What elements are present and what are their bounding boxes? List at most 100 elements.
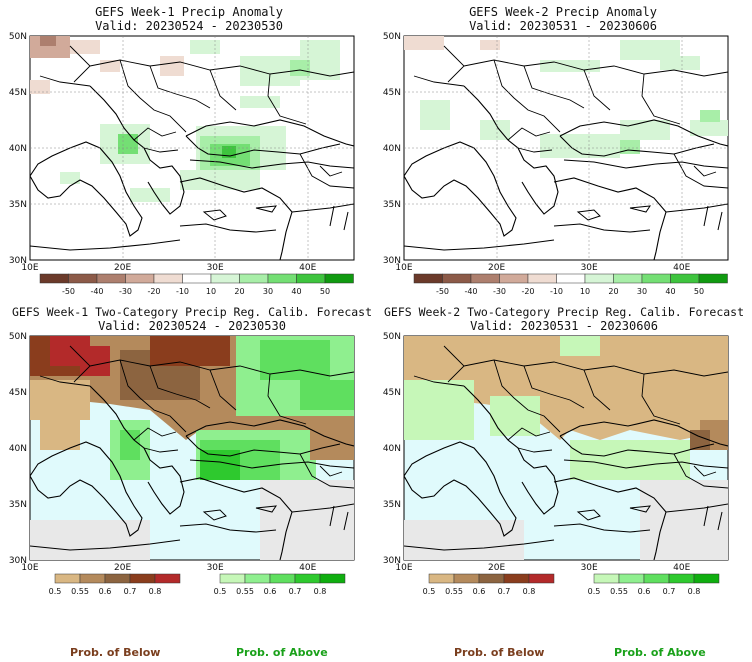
panel4-subtitle: Valid: 20230531 - 20230606 [470, 319, 658, 333]
anomaly-colorbar-label: -30 [493, 287, 506, 296]
anomaly-colorbar-swatch [413, 273, 443, 284]
above-colorbar-swatch [219, 573, 246, 584]
panel1-map [29, 35, 355, 261]
anomaly-colorbar-swatch [153, 273, 183, 284]
anomaly-colorbar-label: -50 [62, 287, 75, 296]
lat-label: 40N [383, 144, 401, 154]
anomaly-colorbar-swatch [470, 273, 500, 284]
anomaly-colorbar-swatch [296, 273, 326, 284]
above-colorbar-label: 0.55 [236, 587, 254, 596]
below-colorbar-right-label: 0.6 [473, 587, 486, 596]
anomaly-colorbar-swatch [499, 273, 529, 284]
lat-label: 45N [383, 88, 401, 98]
lon-label: 20E [488, 563, 505, 573]
above-colorbar-swatch [294, 573, 321, 584]
panel2-map [403, 35, 729, 261]
panel1-title: GEFS Week-1 Precip Anomaly [95, 5, 283, 19]
panel3-title: GEFS Week-1 Two-Category Precip Reg. Cal… [11, 305, 373, 319]
above-colorbar-label: 0.8 [314, 587, 327, 596]
above-colorbar-swatch [269, 573, 296, 584]
anomaly-colorbar-swatch [267, 273, 297, 284]
lon-label: 30E [207, 263, 224, 273]
prob-below-left: Prob. of Below [70, 646, 161, 659]
below-colorbar-label: 0.7 [124, 587, 137, 596]
lon-label: 40E [673, 263, 690, 273]
lon-label: 20E [114, 563, 131, 573]
lon-label: 30E [207, 563, 224, 573]
panel4-title: GEFS Week-2 Two-Category Precip Reg. Cal… [383, 305, 745, 319]
lat-label: 40N [9, 444, 27, 454]
lat-label: 30N [383, 556, 401, 566]
colorbars: -50 -40 -30 -20 -10 10 20 30 40 50 -50 -40 -30 -20 -10… [39, 273, 728, 596]
lat-label: 45N [9, 388, 27, 398]
below-colorbar-right-swatch [478, 573, 505, 584]
anomaly-colorbar-label: -20 [521, 287, 534, 296]
below-colorbar-label: 0.5 [49, 587, 62, 596]
anomaly-colorbar-label: 40 [291, 287, 301, 296]
lon-label: 40E [673, 563, 690, 573]
below-colorbar-swatch [129, 573, 156, 584]
anomaly-colorbar-label: -20 [147, 287, 160, 296]
anomaly-colorbar-swatch [96, 273, 126, 284]
anomaly-colorbar-label: -10 [550, 287, 563, 296]
above-colorbar-right-label: 0.7 [663, 587, 676, 596]
above-colorbar-right-label: 0.5 [588, 587, 601, 596]
lat-label: 30N [9, 256, 27, 266]
anomaly-colorbar-label: 30 [637, 287, 647, 296]
anomaly-colorbar-swatch [698, 273, 728, 284]
below-colorbar-swatch [154, 573, 181, 584]
panel4-map [403, 335, 729, 561]
lat-label: 35N [9, 200, 27, 210]
below-colorbar-right-label: 0.5 [423, 587, 436, 596]
anomaly-colorbar-label: 20 [234, 287, 244, 296]
above-colorbar-right-label: 0.8 [688, 587, 701, 596]
anomaly-colorbar-label: 10 [206, 287, 216, 296]
lat-label: 45N [9, 88, 27, 98]
above-colorbar-right-swatch [693, 573, 720, 584]
below-colorbar-right-swatch [428, 573, 455, 584]
prob-above-left: Prob. of Above [236, 646, 328, 659]
below-colorbar-swatch [104, 573, 131, 584]
anomaly-colorbar-swatch [210, 273, 240, 284]
anomaly-colorbar-swatch [584, 273, 614, 284]
above-colorbar-right-label: 0.6 [638, 587, 651, 596]
below-colorbar-label: 0.8 [149, 587, 162, 596]
anomaly-colorbar-label: 50 [320, 287, 330, 296]
lon-label: 40E [299, 563, 316, 573]
anomaly-colorbar-label: -10 [176, 287, 189, 296]
below-colorbar-right-swatch [453, 573, 480, 584]
anomaly-colorbar-label: 40 [665, 287, 675, 296]
below-colorbar-label: 0.55 [71, 587, 89, 596]
lon-label: 40E [299, 263, 316, 273]
anomaly-colorbar-label: 30 [263, 287, 273, 296]
above-colorbar-swatch [319, 573, 346, 584]
anomaly-colorbar-swatch [182, 273, 212, 284]
panel1-subtitle: Valid: 20230524 - 20230530 [95, 19, 283, 33]
above-colorbar-label: 0.6 [264, 587, 277, 596]
above-colorbar-right-swatch [618, 573, 645, 584]
below-colorbar-right-swatch [528, 573, 555, 584]
below-colorbar-right-swatch [503, 573, 530, 584]
anomaly-colorbar-label: 20 [608, 287, 618, 296]
above-colorbar-right-swatch [668, 573, 695, 584]
anomaly-colorbar-swatch [39, 273, 69, 284]
above-colorbar-right-swatch [593, 573, 620, 584]
anomaly-colorbar-label: 50 [694, 287, 704, 296]
anomaly-colorbar-swatch [239, 273, 269, 284]
anomaly-colorbar-swatch [641, 273, 671, 284]
prob-below-right: Prob. of Below [454, 646, 545, 659]
anomaly-colorbar-swatch [670, 273, 700, 284]
anomaly-colorbar-label: 10 [580, 287, 590, 296]
anomaly-colorbar-label: -50 [436, 287, 449, 296]
lon-label: 10E [21, 563, 38, 573]
lon-label: 30E [581, 263, 598, 273]
lat-label: 30N [9, 556, 27, 566]
above-colorbar-swatch [244, 573, 271, 584]
lat-label: 40N [383, 444, 401, 454]
lon-label: 20E [114, 263, 131, 273]
lat-label: 50N [9, 332, 27, 342]
above-colorbar-right-label: 0.55 [610, 587, 628, 596]
below-colorbar-right-label: 0.8 [523, 587, 536, 596]
axis-labels: 30N 35N 40N 45N 50N 10E 20E 30E 40E 30N 35N 40N 45N 5… [9, 32, 691, 573]
